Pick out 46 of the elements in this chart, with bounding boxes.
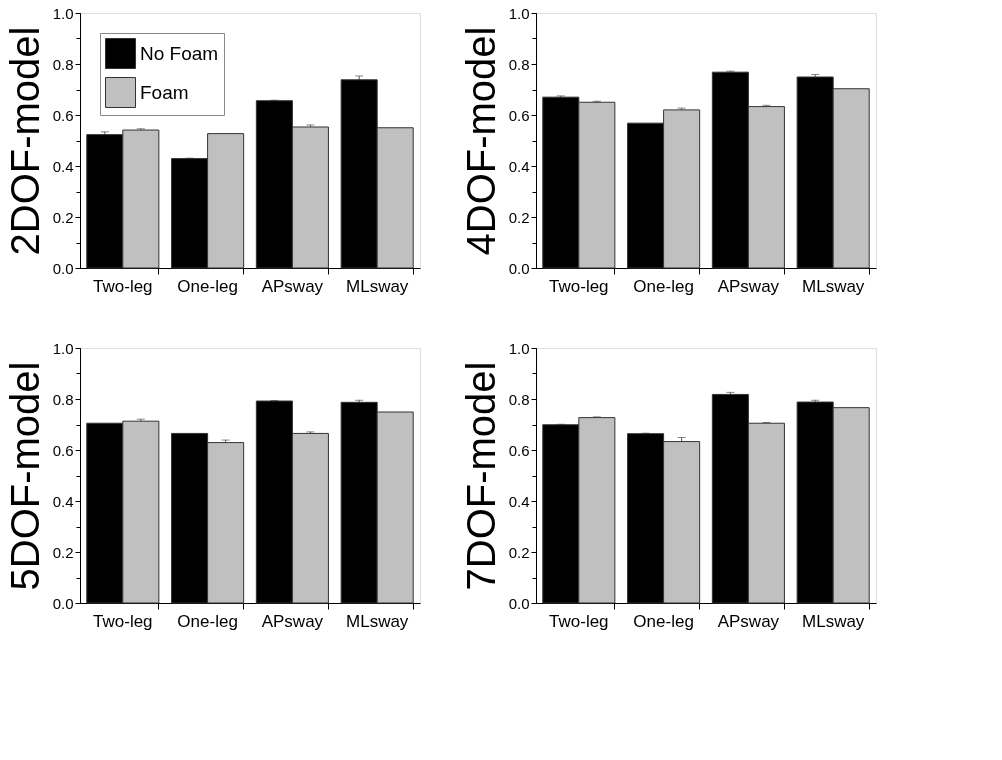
y-axis-title: 4DOF-model xyxy=(458,26,503,256)
y-axis-title: 2DOF-model xyxy=(2,26,47,256)
x-tick-label: MLsway xyxy=(802,276,865,296)
x-tick-label: Two-leg xyxy=(93,611,153,631)
y-tick-label: 1.0 xyxy=(52,4,74,22)
legend-label: No Foam xyxy=(140,42,219,64)
x-tick-label: Two-leg xyxy=(549,276,609,296)
x-tick-label: MLsway xyxy=(802,611,865,631)
y-tick-label: 0.0 xyxy=(508,594,530,612)
x-tick-label: MLsway xyxy=(346,611,409,631)
x-tick-label: Two-leg xyxy=(93,276,153,296)
y-tick-label: 0.4 xyxy=(508,157,530,175)
y-tick-label: 0.4 xyxy=(508,492,530,510)
y-tick-label: 0.2 xyxy=(508,543,530,561)
y-tick-label: 0.8 xyxy=(508,390,530,408)
x-tick-label: One-leg xyxy=(633,276,694,296)
y-tick-label: 0.8 xyxy=(508,55,530,73)
x-tick-label: One-leg xyxy=(177,611,238,631)
y-tick-label: 0.0 xyxy=(52,594,74,612)
y-tick-label: 0.6 xyxy=(52,441,74,459)
y-tick-label: 0.8 xyxy=(52,55,74,73)
y-tick-label: 0.6 xyxy=(508,441,530,459)
y-tick-label: 0.4 xyxy=(52,492,74,510)
y-tick-label: 0.4 xyxy=(52,157,74,175)
x-tick-label: APsway xyxy=(717,611,780,631)
y-tick-label: 0.6 xyxy=(508,106,530,124)
y-tick-label: 0.6 xyxy=(52,106,74,124)
y-tick-label: 1.0 xyxy=(508,339,530,357)
y-tick-label: 1.0 xyxy=(52,339,74,357)
y-axis-title: 7DOF-model xyxy=(458,361,503,591)
y-tick-label: 0.0 xyxy=(52,259,74,277)
x-tick-label: APsway xyxy=(261,611,324,631)
y-tick-label: 0.0 xyxy=(508,259,530,277)
y-tick-label: 1.0 xyxy=(508,4,530,22)
y-tick-label: 0.2 xyxy=(52,208,74,226)
y-tick-label: 0.2 xyxy=(508,208,530,226)
x-tick-label: APsway xyxy=(261,276,324,296)
x-tick-label: One-leg xyxy=(177,276,238,296)
y-axis-title: 5DOF-model xyxy=(2,361,47,591)
x-tick-label: APsway xyxy=(717,276,780,296)
x-tick-label: MLsway xyxy=(346,276,409,296)
y-tick-label: 0.2 xyxy=(52,543,74,561)
y-tick-label: 0.8 xyxy=(52,390,74,408)
x-tick-label: One-leg xyxy=(633,611,694,631)
legend-label: Foam xyxy=(140,81,189,103)
x-tick-label: Two-leg xyxy=(549,611,609,631)
